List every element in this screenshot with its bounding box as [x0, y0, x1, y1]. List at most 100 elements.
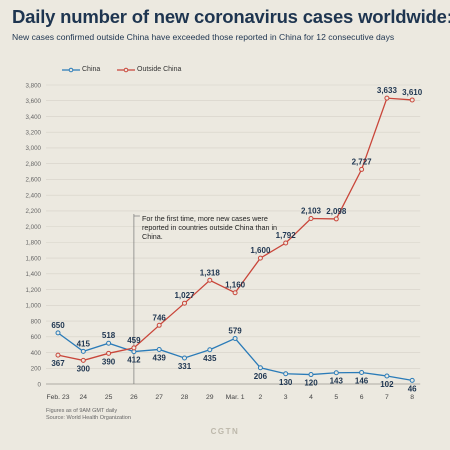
- x-tick-label: 4: [309, 394, 313, 401]
- x-tick-label: 26: [130, 394, 138, 401]
- x-tick-label: 6: [360, 394, 364, 401]
- annotation-text: For the first time, more new cases were …: [142, 214, 278, 241]
- data-label-outside: 367: [51, 359, 65, 368]
- data-label-outside: 1,160: [225, 281, 246, 290]
- data-label-outside: 746: [153, 313, 167, 322]
- x-tick-label: 2: [259, 394, 263, 401]
- x-tick-label: Feb. 23: [46, 394, 69, 401]
- data-label-china: 102: [380, 380, 394, 389]
- data-point-outside: [257, 255, 263, 261]
- y-tick-label: 3,400: [26, 114, 42, 121]
- data-point-outside: [156, 322, 162, 328]
- data-point-outside: [80, 357, 86, 363]
- x-tick-label: 29: [206, 394, 214, 401]
- y-tick-label: 3,800: [26, 82, 42, 89]
- x-tick-label: 24: [80, 394, 88, 401]
- data-label-outside: 459: [127, 336, 141, 345]
- legend-swatch-outside: [117, 67, 135, 72]
- y-tick-label: 3,200: [26, 130, 42, 137]
- legend-swatch-china: [62, 67, 80, 72]
- legend-item-china: China: [62, 66, 100, 73]
- x-tick-label: 3: [284, 394, 288, 401]
- data-point-china: [308, 372, 314, 378]
- data-point-outside: [359, 166, 365, 172]
- y-tick-label: 800: [31, 318, 42, 325]
- data-label-china: 412: [127, 356, 141, 365]
- data-label-china: 435: [203, 354, 217, 363]
- data-point-outside: [308, 216, 314, 222]
- data-label-outside: 300: [77, 364, 91, 373]
- chart-title: Daily number of new coronavirus cases wo…: [12, 6, 450, 27]
- data-point-china: [384, 373, 390, 379]
- y-tick-label: 1,800: [26, 240, 42, 247]
- y-tick-label: 3,000: [26, 145, 42, 152]
- data-point-outside: [409, 97, 415, 103]
- data-label-outside: 1,027: [174, 291, 195, 300]
- data-label-china: 415: [77, 339, 91, 348]
- y-tick-label: 2,600: [26, 177, 42, 184]
- y-tick-label: 2,200: [26, 208, 42, 215]
- y-tick-label: 1,200: [26, 287, 42, 294]
- data-point-outside: [333, 216, 339, 222]
- legend-label-outside: Outside China: [137, 66, 182, 73]
- y-tick-label: 1,600: [26, 255, 42, 262]
- data-label-outside: 2,727: [352, 157, 373, 166]
- y-tick-label: 1,000: [26, 303, 42, 310]
- x-tick-label: 7: [385, 394, 389, 401]
- data-point-outside: [232, 290, 238, 296]
- data-label-china: 143: [330, 377, 344, 386]
- data-label-china: 579: [228, 326, 242, 335]
- data-label-china: 130: [279, 378, 293, 387]
- y-tick-label: 200: [31, 366, 42, 373]
- data-label-china: 650: [51, 321, 65, 330]
- data-point-outside: [182, 300, 187, 306]
- legend-label-china: China: [82, 66, 101, 73]
- y-tick-label: 600: [31, 334, 42, 341]
- data-label-china: 206: [254, 372, 268, 381]
- x-tick-label: 28: [181, 394, 189, 401]
- y-tick-label: 2,800: [26, 161, 42, 168]
- chart-subtitle: New cases confirmed outside China have e…: [12, 32, 395, 42]
- data-label-china: 439: [153, 353, 167, 362]
- brand-logo: CGTN: [210, 427, 240, 436]
- footnote-source: Source: World Health Organization: [46, 415, 131, 421]
- y-tick-label: 3,600: [26, 98, 42, 105]
- data-label-china: 518: [102, 331, 116, 340]
- data-point-china: [55, 330, 61, 336]
- data-label-outside: 1,600: [250, 246, 271, 255]
- data-point-china: [257, 365, 263, 371]
- data-point-outside: [283, 240, 289, 246]
- data-point-china: [207, 347, 213, 353]
- data-point-outside: [106, 350, 112, 356]
- data-point-china: [333, 370, 339, 376]
- data-point-outside: [55, 352, 61, 358]
- footnote: Figures as of 9AM GMT daily Source: Worl…: [46, 408, 131, 422]
- data-point-outside: [384, 95, 390, 101]
- data-label-china: 146: [355, 377, 369, 386]
- data-label-outside: 3,610: [402, 88, 423, 97]
- data-point-china: [182, 355, 187, 361]
- data-label-outside: 390: [102, 357, 116, 366]
- y-tick-label: 400: [31, 350, 42, 357]
- legend-item-outside: Outside China: [117, 66, 181, 73]
- data-point-china: [80, 348, 86, 354]
- x-tick-label: Mar. 1: [226, 394, 245, 401]
- data-point-china: [409, 377, 415, 383]
- data-point-china: [156, 346, 162, 352]
- y-tick-label: 2,400: [26, 192, 42, 199]
- data-point-china: [106, 340, 112, 346]
- data-point-china: [359, 370, 365, 376]
- data-point-china: [232, 335, 238, 341]
- footnote-time: Figures as of 9AM GMT daily: [46, 408, 118, 414]
- y-tick-label: 2,000: [26, 224, 42, 231]
- data-label-outside: 2,103: [301, 207, 322, 216]
- data-label-outside: 2,098: [326, 207, 347, 216]
- x-tick-label: 5: [334, 394, 338, 401]
- x-tick-label: 27: [155, 394, 163, 401]
- data-point-outside: [207, 277, 213, 283]
- data-point-china: [283, 371, 289, 377]
- data-point-outside: [131, 345, 137, 351]
- x-tick-label: 8: [410, 394, 414, 401]
- x-tick-label: 25: [105, 394, 113, 401]
- data-label-outside: 1,792: [276, 231, 297, 240]
